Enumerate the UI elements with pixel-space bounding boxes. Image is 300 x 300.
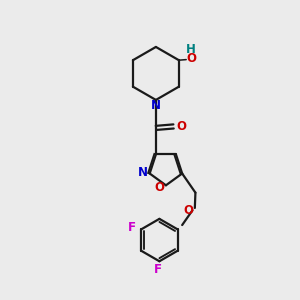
Text: F: F [128,221,136,235]
Text: N: N [138,166,148,178]
Text: F: F [154,263,162,276]
Text: N: N [151,99,161,112]
Text: O: O [154,181,164,194]
Text: O: O [183,204,193,217]
Text: O: O [176,120,186,133]
Text: H: H [186,44,196,56]
Text: O: O [186,52,196,65]
